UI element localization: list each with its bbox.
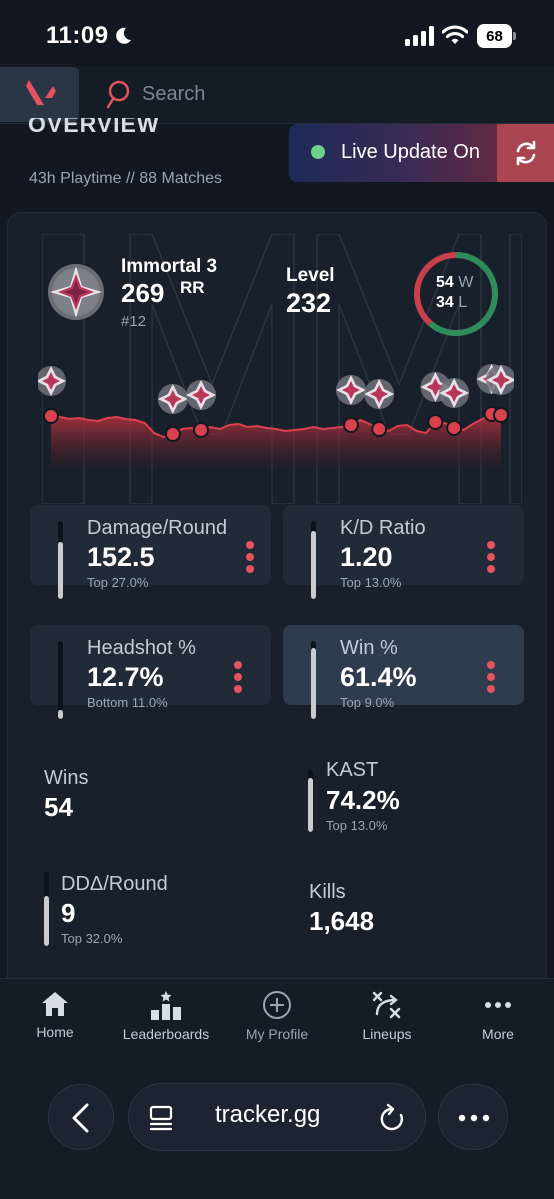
browser-more-button[interactable] [438,1084,508,1150]
nav-leaderboards[interactable]: Leaderboards [111,990,221,1050]
stat-value: 12.7% [87,662,164,692]
nav-label: More [482,1026,514,1042]
kd-ratio-bar [311,531,316,599]
stat-card-damage-round[interactable]: Damage/Round 152.5 Top 27.0% [30,505,271,599]
stat-label: Headshot % [87,637,196,659]
rank-rating-unit: RR [180,278,205,297]
rank-name: Immortal 3 [121,256,218,277]
stat-label: K/D Ratio [340,517,426,539]
search-icon[interactable] [106,80,132,110]
rank-up-marker [38,366,66,424]
leaderboard-position: #12 [121,313,147,330]
more-options-icon[interactable] [245,541,255,579]
rank-up-marker [186,380,216,438]
kast-percentile: Top 13.0% [326,818,388,833]
headshot-bar [58,710,63,719]
more-horizontal-icon [485,1002,511,1008]
dd-round-bar [44,872,49,946]
browser-back-button[interactable] [48,1084,114,1150]
stat-value: 152.5 [87,542,155,572]
nav-label: Lineups [362,1026,412,1042]
valorant-logo-button[interactable] [0,67,79,122]
more-options-icon[interactable] [233,661,243,699]
overview-card [7,212,547,1002]
losses-count: 34 L [436,294,468,311]
nav-label: Leaderboards [122,1026,210,1042]
more-options-icon[interactable] [486,541,496,579]
stat-label: Damage/Round [87,517,228,539]
stat-card-win-pct[interactable]: Win % 61.4% Top 9.0% [283,625,524,719]
rank-rating-chart [38,364,514,467]
valorant-logo-icon [26,80,56,105]
wins-count: 54 W [436,274,474,291]
rr-line [50,412,502,439]
battery-level: 68 [477,24,512,48]
kast-bar [308,770,313,832]
page-menu-icon[interactable] [149,1104,175,1132]
stat-card-kd-ratio[interactable]: K/D Ratio 1.20 Top 13.0% [283,505,524,599]
level-label: Level [286,265,335,286]
add-profile-icon [263,991,291,1019]
leaderboards-icon [151,991,181,1020]
wifi-icon [442,25,468,44]
moon-icon [116,27,131,44]
damage-round-bar [58,542,63,599]
signal-icon [405,26,434,46]
more-horizontal-icon [458,1114,490,1122]
stat-percentile: Top 27.0% [87,575,149,590]
reload-icon[interactable] [379,1103,405,1131]
kills-value: 1,648 [309,906,375,936]
search-input[interactable]: Search [142,83,206,105]
nav-more[interactable]: More [443,990,553,1050]
refresh-button[interactable] [497,124,554,182]
live-status-dot [311,145,325,159]
stat-label: Win % [340,637,398,659]
nav-my-profile[interactable]: My Profile [222,990,332,1050]
lineups-icon [372,991,401,1019]
kills-label: Kills [309,881,346,903]
rank-up-marker [486,365,514,423]
top-app-bar [0,66,554,124]
stat-value: 61.4% [340,662,417,692]
kast-value: 74.2% [326,785,400,815]
chevron-left-icon [72,1103,89,1133]
level-value: 232 [286,288,332,318]
home-icon [42,992,68,1016]
stat-percentile: Top 9.0% [340,695,395,710]
rr-area [51,414,501,467]
rank-up-marker [439,378,470,436]
wins-value: 54 [44,792,73,822]
rank-up-marker [364,379,395,437]
kast-label: KAST [326,759,379,781]
rank-badge-icon [48,264,104,320]
nav-home[interactable]: Home [0,990,110,1050]
more-options-icon[interactable] [486,661,496,699]
stat-percentile: Top 13.0% [340,575,402,590]
wins-label: Wins [44,767,89,789]
dd-round-value: 9 [61,898,76,928]
nav-label: My Profile [245,1026,309,1042]
page-title: OVERVIEW [28,118,160,137]
stat-percentile: Bottom 11.0% [87,695,168,710]
win-pct-bar [311,648,316,719]
stat-card-headshot[interactable]: Headshot % 12.7% Bottom 11.0% [30,625,271,719]
rank-up-marker [157,384,188,442]
battery-indicator: 68 [477,24,517,48]
stat-value: 1.20 [340,542,393,572]
rank-rating: 269 [121,278,165,308]
address-bar[interactable] [128,1083,426,1151]
url-text: tracker.gg [215,1101,321,1128]
playtime-matches: 43h Playtime // 88 Matches [29,170,222,187]
status-time: 11:09 [46,22,109,49]
dd-round-label: DDΔ/Round [61,873,168,895]
dd-round-percentile: Top 32.0% [61,931,123,946]
rank-up-marker [336,375,366,433]
nav-lineups[interactable]: Lineups [332,990,442,1050]
refresh-icon [516,140,536,166]
nav-label: Home [36,1024,74,1040]
live-update-label: Live Update On [341,141,480,163]
win-loss-ring [414,252,498,336]
